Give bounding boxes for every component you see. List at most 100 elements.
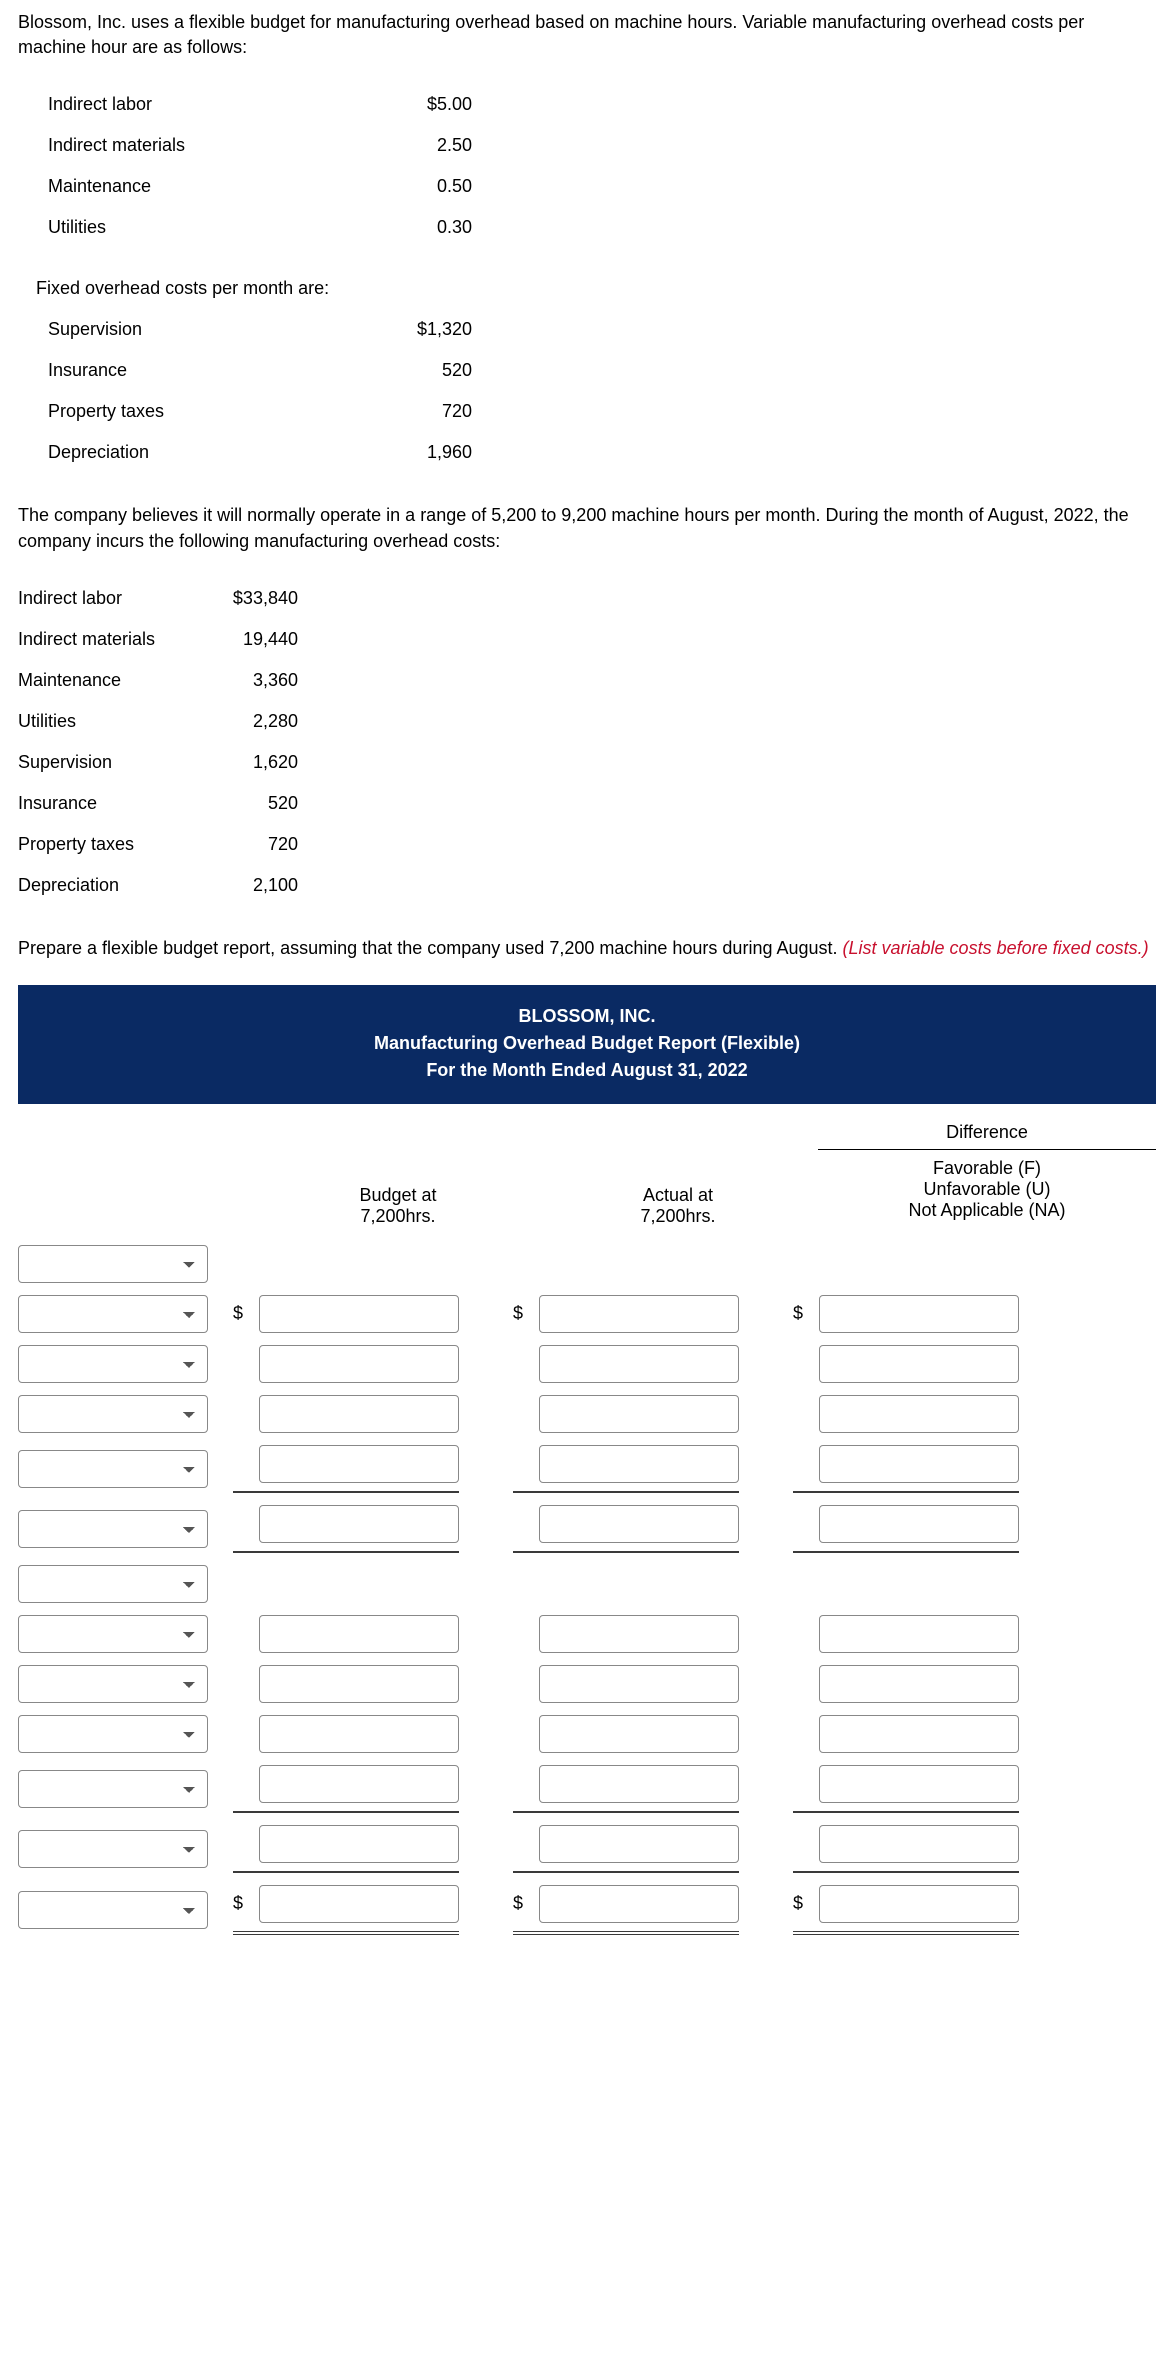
instruction-emphasis: (List variable costs before fixed costs.…	[843, 938, 1149, 958]
header-na: Not Applicable (NA)	[818, 1200, 1156, 1221]
actual-value: 520	[208, 783, 298, 824]
fixed-cost-value: 1,960	[368, 432, 478, 473]
diff-input[interactable]	[819, 1615, 1019, 1653]
actual-label: Utilities	[18, 701, 208, 742]
line-item-select[interactable]	[18, 1615, 208, 1653]
line-item-select[interactable]	[18, 1345, 208, 1383]
var-cost-value: $5.00	[368, 84, 478, 125]
actual-input[interactable]	[539, 1345, 739, 1383]
line-item-select[interactable]	[18, 1395, 208, 1433]
fixed-costs-header: Fixed overhead costs per month are:	[36, 278, 1156, 299]
header-unfav: Unfavorable (U)	[818, 1179, 1156, 1200]
actual-label: Property taxes	[18, 824, 208, 865]
line-item-select[interactable]	[18, 1450, 208, 1488]
actual-input[interactable]	[539, 1295, 739, 1333]
budget-input[interactable]	[259, 1395, 459, 1433]
var-cost-value: 0.50	[368, 166, 478, 207]
actual-input[interactable]	[539, 1665, 739, 1703]
actual-value: 2,280	[208, 701, 298, 742]
actual-costs-table: Indirect labor$33,840 Indirect materials…	[18, 578, 298, 906]
dollar-sign: $	[513, 1893, 539, 1914]
actual-value: $33,840	[208, 578, 298, 619]
fixed-cost-value: 720	[368, 391, 478, 432]
actual-value: 19,440	[208, 619, 298, 660]
diff-total-input[interactable]	[819, 1885, 1019, 1923]
line-item-select[interactable]	[18, 1891, 208, 1929]
diff-subtotal-input[interactable]	[819, 1505, 1019, 1543]
fixed-cost-label: Depreciation	[38, 432, 368, 473]
line-item-select[interactable]	[18, 1565, 208, 1603]
dollar-sign: $	[233, 1303, 259, 1324]
budget-input[interactable]	[259, 1615, 459, 1653]
dollar-sign: $	[513, 1303, 539, 1324]
var-cost-value: 2.50	[368, 125, 478, 166]
actual-total-input[interactable]	[539, 1885, 739, 1923]
line-item-select[interactable]	[18, 1830, 208, 1868]
fixed-cost-label: Insurance	[38, 350, 368, 391]
var-cost-label: Maintenance	[38, 166, 368, 207]
instruction-plain: Prepare a flexible budget report, assumi…	[18, 938, 843, 958]
column-headers: Budget at 7,200hrs. Actual at 7,200hrs. …	[18, 1104, 1156, 1233]
diff-input[interactable]	[819, 1395, 1019, 1433]
line-item-select[interactable]	[18, 1245, 208, 1283]
report-title-banner: BLOSSOM, INC. Manufacturing Overhead Bud…	[18, 985, 1156, 1104]
line-item-select[interactable]	[18, 1510, 208, 1548]
header-difference: Difference	[818, 1122, 1156, 1143]
header-fav: Favorable (F)	[818, 1158, 1156, 1179]
variable-costs-table: Indirect labor$5.00 Indirect materials2.…	[38, 84, 478, 248]
actual-label: Maintenance	[18, 660, 208, 701]
actual-label: Supervision	[18, 742, 208, 783]
budget-total-input[interactable]	[259, 1885, 459, 1923]
banner-report-name: Manufacturing Overhead Budget Report (Fl…	[28, 1030, 1146, 1057]
actual-value: 3,360	[208, 660, 298, 701]
budget-input[interactable]	[259, 1765, 459, 1803]
line-item-select[interactable]	[18, 1295, 208, 1333]
actual-input[interactable]	[539, 1715, 739, 1753]
budget-input[interactable]	[259, 1715, 459, 1753]
banner-company: BLOSSOM, INC.	[28, 1003, 1146, 1030]
diff-input[interactable]	[819, 1665, 1019, 1703]
actual-value: 720	[208, 824, 298, 865]
budget-input[interactable]	[259, 1445, 459, 1483]
var-cost-label: Utilities	[38, 207, 368, 248]
intro-text-2: The company believes it will normally op…	[18, 503, 1156, 553]
actual-input[interactable]	[539, 1615, 739, 1653]
fixed-costs-table: Supervision$1,320 Insurance520 Property …	[38, 309, 478, 473]
header-actual-l1: Actual at	[538, 1185, 818, 1206]
budget-input[interactable]	[259, 1295, 459, 1333]
diff-input[interactable]	[819, 1765, 1019, 1803]
actual-label: Depreciation	[18, 865, 208, 906]
fixed-cost-label: Supervision	[38, 309, 368, 350]
budget-input[interactable]	[259, 1345, 459, 1383]
line-item-select[interactable]	[18, 1665, 208, 1703]
budget-subtotal-input[interactable]	[259, 1505, 459, 1543]
header-budget-l1: Budget at	[258, 1185, 538, 1206]
header-actual-l2: 7,200hrs.	[538, 1206, 818, 1227]
instruction-text: Prepare a flexible budget report, assumi…	[18, 936, 1156, 961]
actual-subtotal-input[interactable]	[539, 1825, 739, 1863]
banner-period: For the Month Ended August 31, 2022	[28, 1057, 1146, 1084]
diff-subtotal-input[interactable]	[819, 1825, 1019, 1863]
diff-input[interactable]	[819, 1715, 1019, 1753]
diff-input[interactable]	[819, 1345, 1019, 1383]
var-cost-label: Indirect labor	[38, 84, 368, 125]
actual-input[interactable]	[539, 1765, 739, 1803]
var-cost-label: Indirect materials	[38, 125, 368, 166]
diff-input[interactable]	[819, 1295, 1019, 1333]
line-item-select[interactable]	[18, 1770, 208, 1808]
diff-input[interactable]	[819, 1445, 1019, 1483]
fixed-cost-label: Property taxes	[38, 391, 368, 432]
actual-label: Indirect materials	[18, 619, 208, 660]
actual-input[interactable]	[539, 1445, 739, 1483]
budget-subtotal-input[interactable]	[259, 1825, 459, 1863]
budget-input[interactable]	[259, 1665, 459, 1703]
fixed-cost-value: $1,320	[368, 309, 478, 350]
intro-text-1: Blossom, Inc. uses a flexible budget for…	[18, 10, 1156, 60]
actual-subtotal-input[interactable]	[539, 1505, 739, 1543]
actual-input[interactable]	[539, 1395, 739, 1433]
line-item-select[interactable]	[18, 1715, 208, 1753]
actual-label: Indirect labor	[18, 578, 208, 619]
dollar-sign: $	[793, 1303, 819, 1324]
actual-value: 1,620	[208, 742, 298, 783]
fixed-cost-value: 520	[368, 350, 478, 391]
